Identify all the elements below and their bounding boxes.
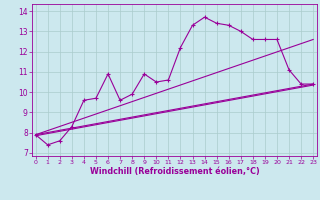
X-axis label: Windchill (Refroidissement éolien,°C): Windchill (Refroidissement éolien,°C) (90, 167, 259, 176)
